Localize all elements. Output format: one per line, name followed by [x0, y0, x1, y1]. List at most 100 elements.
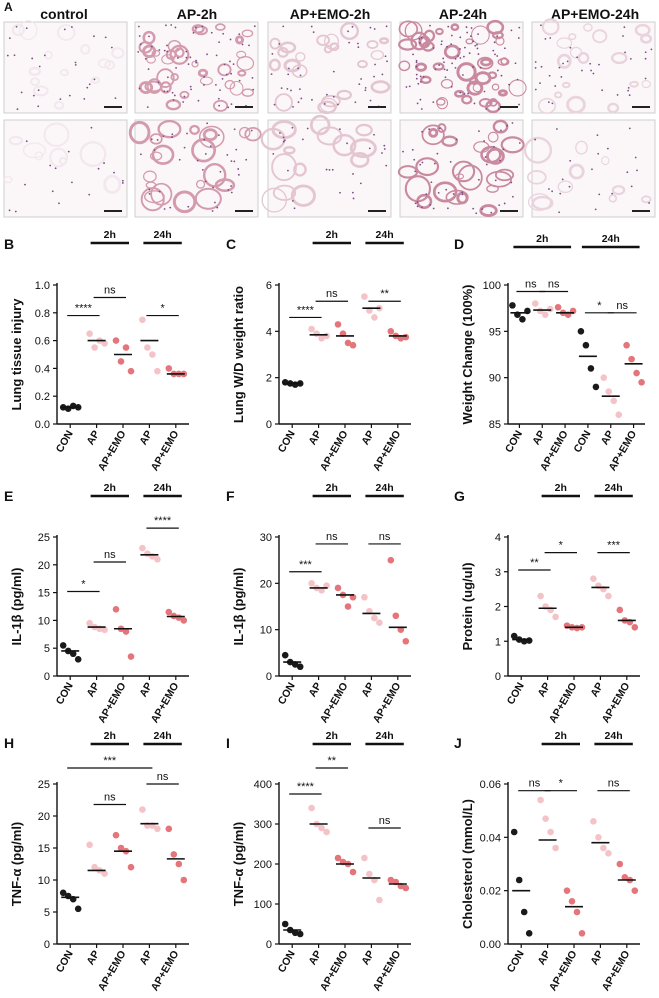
tissue-nucleus	[358, 83, 361, 86]
tissue-nucleus	[54, 167, 57, 170]
tissue-nucleus	[518, 142, 521, 144]
tissue-nucleus	[137, 50, 140, 53]
tissue-nucleus	[103, 162, 105, 164]
panel-label: C	[226, 236, 236, 252]
tissue-alveolus	[418, 35, 431, 49]
data-point	[139, 806, 146, 813]
micrograph-1-0	[134, 21, 259, 114]
tissue-nucleus	[138, 25, 140, 28]
tissue-nucleus	[163, 49, 166, 52]
significance-label: ****	[154, 515, 172, 527]
tissue-nucleus	[472, 40, 475, 43]
tissue-alveolus	[147, 78, 162, 94]
data-point	[165, 608, 173, 616]
y-tick-label: 100	[254, 899, 272, 911]
tissue-alveolus	[244, 126, 262, 142]
tissue-nucleus	[219, 89, 221, 91]
tissue-nucleus	[483, 140, 485, 142]
tissue-nucleus	[440, 43, 443, 46]
tissue-alveolus	[601, 156, 610, 166]
tissue-alveolus	[191, 60, 199, 68]
tissue-alveolus	[457, 164, 483, 191]
tissue-nucleus	[373, 28, 376, 30]
y-tick-label: 0	[266, 939, 272, 951]
tissue-nucleus	[241, 43, 244, 46]
data-point	[281, 920, 289, 928]
data-point	[91, 344, 98, 351]
significance-label: *	[559, 778, 564, 790]
y-tick-label: 2	[495, 602, 501, 614]
tissue-alveolus	[492, 31, 504, 40]
tissue-nucleus	[211, 210, 214, 212]
data-point	[101, 870, 108, 877]
tissue-alveolus	[128, 120, 151, 145]
data-point	[587, 365, 595, 372]
tissue-alveolus	[149, 133, 163, 145]
data-point	[112, 337, 120, 344]
data-point	[323, 332, 330, 340]
tissue-alveolus	[329, 42, 340, 52]
tissue-alveolus	[355, 123, 373, 137]
tissue-alveolus	[149, 151, 163, 161]
data-point	[595, 834, 602, 841]
tissue-nucleus	[186, 132, 188, 135]
tissue-nucleus	[206, 122, 209, 125]
significance-label: ns	[104, 285, 116, 297]
tissue-nucleus	[630, 185, 633, 188]
tissue-nucleus	[420, 108, 423, 110]
panel-label: I	[226, 735, 230, 751]
tissue-nucleus	[282, 136, 285, 139]
tissue-alveolus	[479, 204, 498, 217]
x-tick-label: AP	[536, 681, 554, 700]
group-header-label: 2h	[104, 730, 116, 742]
tissue-nucleus	[446, 45, 448, 48]
tissue-nucleus	[183, 95, 186, 98]
tissue-nucleus	[352, 173, 354, 175]
data-point	[509, 302, 516, 309]
tissue-nucleus	[449, 161, 452, 163]
tissue-alveolus	[497, 57, 510, 66]
tissue-nucleus	[490, 211, 493, 214]
data-point	[112, 831, 120, 839]
tissue-nucleus	[70, 26, 73, 28]
tissue-nucleus	[474, 44, 477, 47]
tissue-nucleus	[383, 148, 386, 150]
tissue-nucleus	[466, 31, 469, 34]
tissue-nucleus	[32, 94, 35, 97]
tissue-nucleus	[31, 57, 34, 60]
tissue-alveolus	[22, 142, 47, 159]
tissue-alveolus	[189, 124, 200, 135]
tissue-nucleus	[273, 103, 276, 106]
tissue-nucleus	[238, 33, 241, 36]
data-point	[139, 316, 146, 324]
tissue-nucleus	[97, 167, 100, 170]
tissue-nucleus	[297, 67, 299, 70]
data-point	[366, 870, 373, 878]
data-point	[371, 614, 378, 622]
y-tick-label: 1.0	[35, 280, 50, 292]
tissue-nucleus	[369, 26, 372, 29]
tissue-alveolus	[260, 127, 286, 151]
tissue-alveolus	[577, 52, 590, 64]
data-point	[568, 898, 576, 905]
tissue-nucleus	[221, 77, 224, 80]
group-header-label: 2h	[326, 482, 338, 494]
data-point	[628, 355, 635, 363]
tissue-nucleus	[290, 89, 292, 92]
tissue-nucleus	[411, 148, 414, 151]
significance-label: ns	[548, 278, 560, 290]
data-point	[546, 305, 554, 313]
tissue-nucleus	[566, 60, 569, 63]
tissue-alveolus	[151, 144, 175, 165]
tissue-alveolus	[441, 135, 458, 147]
tissue-alveolus	[485, 99, 502, 114]
tissue-nucleus	[421, 130, 423, 133]
tissue-nucleus	[169, 206, 172, 209]
y-tick-label: 15	[38, 843, 50, 855]
data-point	[180, 617, 188, 624]
group-header-label: 24h	[376, 482, 394, 494]
significance-label: *	[559, 540, 564, 552]
tissue-alveolus	[415, 157, 440, 177]
scale-bar	[104, 210, 122, 212]
tissue-nucleus	[210, 31, 213, 34]
